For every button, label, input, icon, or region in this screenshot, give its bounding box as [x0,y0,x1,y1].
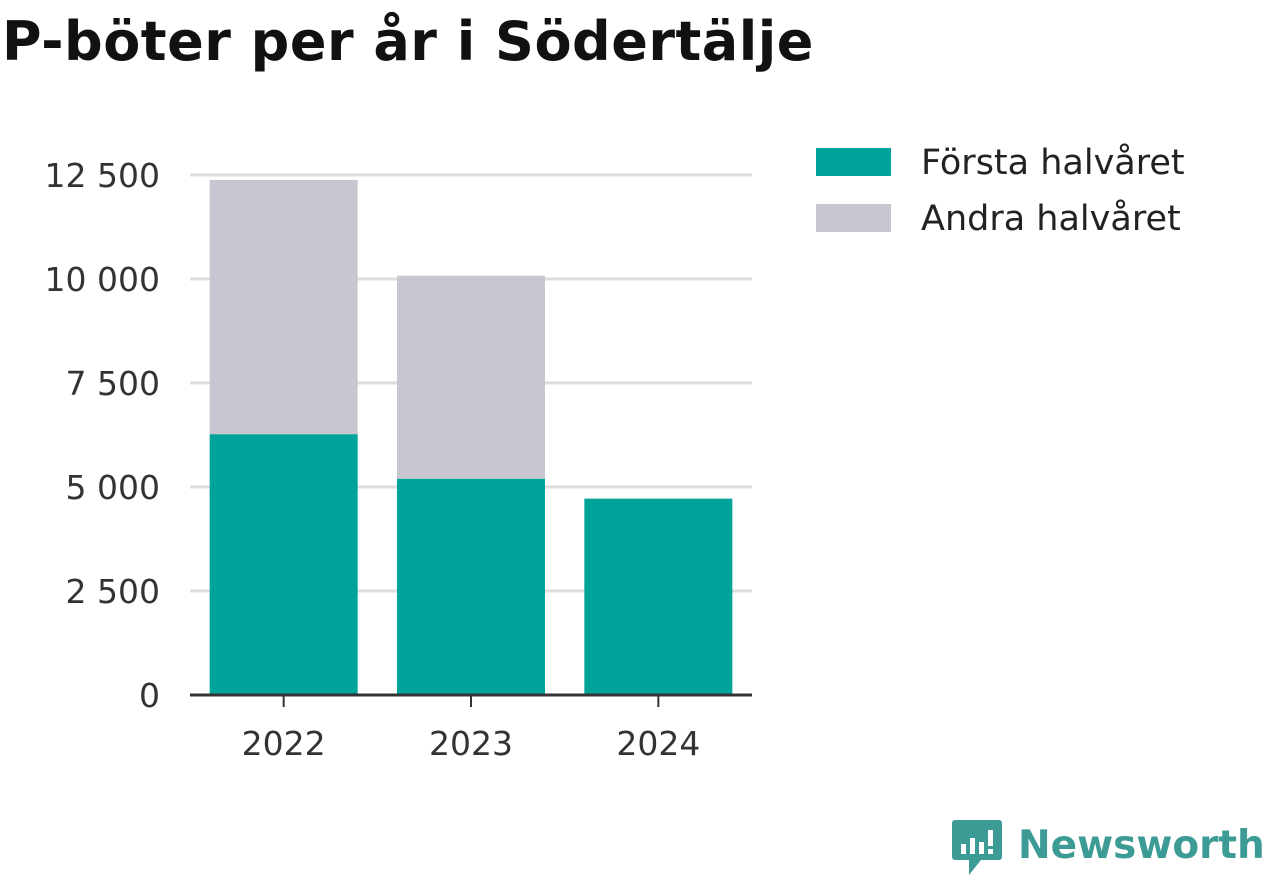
legend: Första halvåret Andra halvåret [816,142,1185,239]
legend-label-1: Andra halvåret [921,198,1181,239]
y-tick-label: 5 000 [66,468,160,507]
bars [209,179,733,695]
x-axis-ticks: 2022 2023 2024 [242,695,700,763]
brand-name: Newsworthy [1018,823,1262,868]
bar-2023-series-0 [397,478,545,695]
y-tick-label: 12 500 [45,156,160,195]
y-tick-label: 2 500 [66,572,160,611]
x-tick-label: 2023 [429,724,513,763]
x-tick-label: 2024 [616,724,700,763]
y-axis-labels: 0 2 500 5 000 7 500 10 000 12 500 [45,156,160,715]
y-tick-label: 10 000 [45,260,160,299]
legend-swatch-1 [816,204,891,232]
bar-2022-series-0 [209,434,358,695]
legend-swatch-0 [816,148,891,176]
bar-2023-series-1 [397,275,545,479]
bar-2022-series-1 [209,179,358,435]
newsworthy-logo: Newsworthy [952,820,1262,875]
newsworthy-logo-icon [952,820,1002,875]
y-tick-label: 0 [139,676,160,715]
legend-label-0: Första halvåret [921,142,1185,183]
bar-2024-series-0 [584,498,733,695]
x-tick-label: 2022 [242,724,326,763]
chart-title: P-böter per år i Södertälje [2,10,814,73]
y-tick-label: 7 500 [66,364,160,403]
